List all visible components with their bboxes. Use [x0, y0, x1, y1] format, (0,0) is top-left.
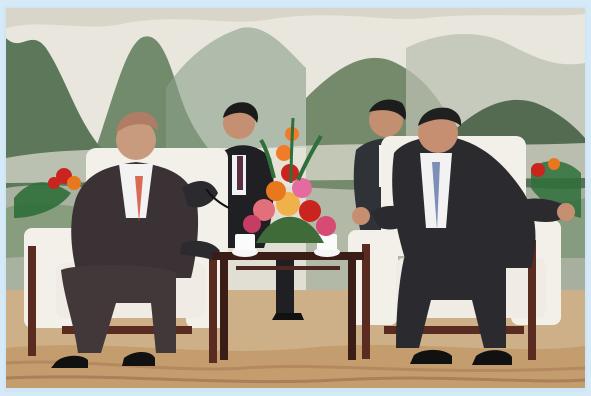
meeting-scene — [6, 8, 585, 388]
flower-arrangement — [243, 117, 336, 243]
right-man — [352, 107, 575, 365]
photo-frame — [4, 6, 587, 392]
left-plant — [14, 168, 81, 218]
tea-cups — [232, 234, 340, 257]
left-man — [51, 112, 230, 368]
meeting-photo — [6, 8, 585, 388]
side-table — [212, 252, 364, 360]
